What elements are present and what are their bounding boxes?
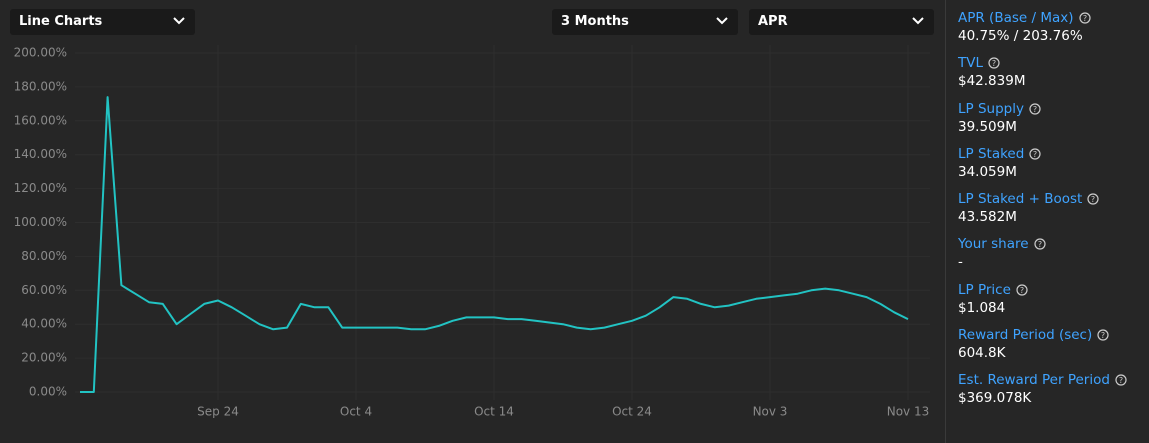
svg-text:?: ? — [1020, 286, 1024, 295]
y-tick-label: 160.00% — [14, 113, 67, 127]
svg-text:?: ? — [1101, 331, 1105, 340]
help-icon[interactable]: ? — [1029, 148, 1041, 160]
stat-label-text: LP Staked — [958, 145, 1025, 162]
x-tick-label: Oct 14 — [474, 405, 514, 419]
svg-text:?: ? — [992, 59, 996, 68]
stat: TVL? $42.839M — [958, 55, 1146, 100]
x-tick-label: Nov 3 — [753, 405, 788, 419]
stat: LP Supply? 39.509M — [958, 101, 1146, 146]
stats-panel: APR (Base / Max)? 40.75% / 203.76% TVL? $42… — [958, 10, 1146, 418]
range-dropdown[interactable]: 3 Months — [552, 9, 738, 35]
metric-label: APR — [758, 14, 788, 29]
stat-label: LP Price? — [958, 282, 1146, 298]
stat-label: LP Supply? — [958, 101, 1146, 117]
x-tick-label: Sep 24 — [197, 405, 239, 419]
chevron — [173, 17, 185, 25]
svg-text:?: ? — [1033, 150, 1037, 159]
chevron — [716, 17, 728, 25]
svg-text:?: ? — [1119, 376, 1123, 385]
help-icon[interactable]: ? — [1033, 238, 1046, 251]
stat-label-text: Est. Reward Per Period — [958, 372, 1110, 389]
stat-label-text: TVL — [958, 55, 984, 72]
line-series — [80, 96, 909, 393]
stat-label: Your share? — [958, 236, 1146, 252]
stat: LP Price? $1.084 — [958, 282, 1146, 327]
y-tick-label: 40.00% — [21, 317, 67, 331]
help-icon[interactable]: ? — [1087, 193, 1099, 205]
stat: Reward Period (sec)? 604.8K — [958, 327, 1146, 372]
stat-value: 39.509M — [958, 118, 1017, 135]
view-dropdown[interactable]: Line Charts — [10, 9, 195, 35]
stat-label-text: APR (Base / Max) — [958, 10, 1074, 26]
divider — [945, 0, 946, 443]
stat-label: APR (Base / Max)? — [958, 10, 1146, 26]
help-icon[interactable]: ? — [988, 57, 1000, 69]
y-tick-label: 180.00% — [14, 79, 67, 93]
stat-value: $369.078K — [958, 390, 1032, 407]
x-tick-label: Oct 24 — [612, 405, 652, 419]
stat-value: 43.582M — [958, 209, 1017, 226]
x-tick-label: Nov 13 — [887, 405, 930, 419]
svg-text:?: ? — [1037, 240, 1041, 249]
stat: Est. Reward Per Period? $369.078K — [958, 372, 1146, 417]
stat-label: Reward Period (sec)? — [958, 327, 1146, 343]
stat-value: $42.839M — [958, 73, 1026, 90]
stat: Your share? - — [958, 236, 1146, 281]
stat-label-text: LP Supply — [958, 100, 1024, 117]
y-tick-label: 20.00% — [21, 351, 67, 365]
svg-text:?: ? — [1091, 195, 1095, 204]
y-tick-label: 200.00% — [14, 46, 67, 60]
stat-value: $1.084 — [958, 299, 1006, 316]
y-tick-label: 140.00% — [14, 147, 67, 161]
range-label: 3 Months — [561, 14, 629, 29]
view-label: Line Charts — [19, 14, 103, 29]
y-tick-label: 60.00% — [21, 283, 67, 297]
help-icon[interactable]: ? — [1078, 12, 1091, 24]
help-icon[interactable]: ? — [1016, 284, 1028, 296]
help-icon[interactable]: ? — [1115, 374, 1127, 386]
stat-value: 604.8K — [958, 345, 1006, 362]
help-icon[interactable]: ? — [1097, 329, 1109, 341]
chevron — [912, 17, 924, 25]
y-tick-label: 0.00% — [29, 385, 67, 399]
metric-dropdown[interactable]: APR — [749, 9, 934, 35]
stat-label-text: LP Price — [958, 281, 1011, 298]
stat-label: TVL? — [958, 55, 1146, 71]
help-icon[interactable]: ? — [1029, 102, 1041, 115]
y-tick-label: 100.00% — [14, 215, 67, 229]
svg-text:?: ? — [1033, 105, 1037, 114]
stat-value: - — [958, 254, 963, 271]
stat: APR (Base / Max)? 40.75% / 203.76% — [958, 10, 1146, 55]
stat: LP Staked? 34.059M — [958, 146, 1146, 191]
y-tick-label: 120.00% — [14, 181, 67, 195]
x-tick-label: Oct 4 — [340, 405, 372, 419]
y-tick-label: 80.00% — [21, 249, 67, 263]
stat-value: 34.059M — [958, 163, 1017, 180]
stat: LP Staked + Boost? 43.582M — [958, 191, 1146, 236]
stat-label: LP Staked? — [958, 146, 1146, 162]
stat-label-text: LP Staked + Boost — [958, 191, 1083, 208]
svg-text:?: ? — [1082, 14, 1086, 23]
stat-label: Est. Reward Per Period? — [958, 372, 1146, 388]
stat-label-text: Reward Period (sec) — [958, 327, 1093, 344]
stat-label-text: Your share — [958, 236, 1029, 253]
stat-value: 40.75% / 203.76% — [958, 28, 1083, 44]
chart: 0.00% 20.00% 40.00% 60.00% 80.00% 100.00% 120.… — [14, 45, 930, 419]
stat-label: LP Staked + Boost? — [958, 191, 1146, 207]
